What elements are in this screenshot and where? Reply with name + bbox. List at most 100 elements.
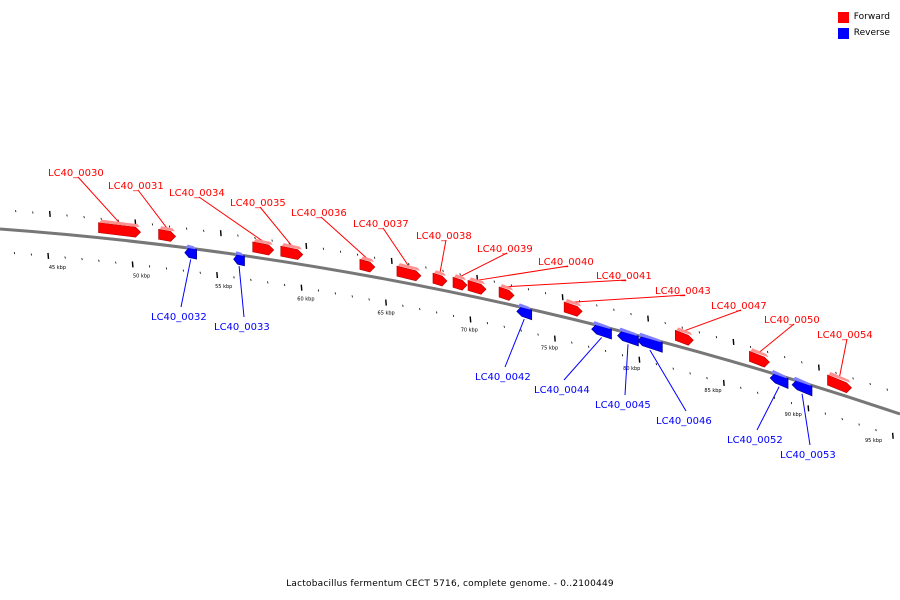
- connector-line: [506, 279, 627, 288]
- gene-LC40_0036: [359, 258, 376, 273]
- connector-line: [259, 206, 293, 247]
- tick-marks: 45 kbp 50 kbp 55 kbp 60 kbp 65 kbp 70 kbp 75 k…: [13, 210, 894, 444]
- tick-mark: [596, 304, 598, 307]
- gene-label: LC40_0046: [656, 416, 712, 427]
- gene-top-face: [517, 303, 531, 310]
- gene-labels: LC40_0030 LC40_0031 LC40_0032 LC40_0033 LC40…: [48, 168, 873, 461]
- gene-features: [98, 219, 852, 397]
- tick-mark: [83, 215, 85, 219]
- tick-mark: [219, 230, 222, 237]
- tick-mark: [801, 361, 803, 364]
- gene-LC40_0030: [98, 222, 141, 238]
- tick-mark: [655, 363, 657, 366]
- tick-mark: [630, 312, 632, 316]
- tick-mark: [875, 429, 877, 432]
- gene-top-face: [234, 251, 244, 256]
- tick-mark: [368, 298, 370, 301]
- connector-line: [624, 344, 629, 396]
- tick-mark: [151, 223, 154, 226]
- tick-label: 75 kbp: [541, 345, 558, 351]
- gene-label: LC40_0031: [108, 181, 164, 192]
- gene-label: LC40_0032: [151, 312, 207, 323]
- tick-mark: [886, 388, 888, 391]
- gene-top-face: [360, 256, 374, 263]
- gene-top-face: [565, 298, 582, 307]
- tick-mark: [858, 423, 860, 426]
- tick-label: 70 kbp: [461, 327, 478, 333]
- gene-LC40_0032: [184, 247, 197, 260]
- tick-mark: [322, 247, 325, 250]
- connector-line: [476, 265, 569, 281]
- gene-top-face: [433, 270, 447, 277]
- tick-mark: [773, 396, 776, 399]
- tick-mark: [790, 401, 793, 405]
- connector-line: [77, 176, 120, 224]
- tick-mark: [588, 345, 590, 348]
- tick-mark: [334, 292, 336, 295]
- tick-label: 45 kbp: [49, 265, 66, 271]
- tick-mark: [13, 252, 16, 255]
- tick-mark: [305, 242, 308, 250]
- tick-mark: [100, 217, 102, 220]
- tick-mark: [767, 350, 769, 354]
- tick-mark: [385, 299, 387, 306]
- tick-mark: [186, 227, 188, 230]
- gene-label: LC40_0040: [538, 257, 594, 268]
- connector-line: [759, 323, 795, 353]
- tick-mark: [203, 229, 205, 232]
- gene-label: LC40_0039: [477, 244, 533, 255]
- connector-line: [504, 318, 525, 368]
- tick-mark: [284, 283, 286, 287]
- tick-mark: [15, 210, 17, 213]
- tick-mark: [784, 355, 786, 359]
- tick-mark: [436, 311, 438, 314]
- gene-label: LC40_0037: [353, 219, 409, 230]
- connector-line: [684, 309, 742, 332]
- tick-mark: [891, 432, 894, 439]
- tick-mark: [356, 253, 359, 256]
- gene-LC40_0038: [432, 272, 448, 287]
- connector-line: [459, 252, 508, 278]
- tick-mark: [442, 269, 444, 272]
- tick-mark: [732, 338, 735, 346]
- gene-LC40_0031: [158, 228, 177, 242]
- figure-caption: Lactobacillus fermentum CECT 5716, compl…: [286, 579, 614, 589]
- tick-mark: [613, 308, 615, 311]
- gene-top-face: [281, 243, 302, 250]
- tick-mark: [852, 377, 854, 380]
- tick-mark: [638, 356, 641, 363]
- tick-mark: [553, 335, 556, 342]
- tick-mark: [115, 261, 117, 264]
- tick-mark: [664, 321, 666, 325]
- connector-line: [439, 239, 447, 273]
- connector-line: [382, 227, 410, 267]
- tick-mark: [493, 280, 495, 283]
- tick-mark: [98, 259, 100, 262]
- tick-mark: [621, 354, 624, 357]
- tick-mark: [351, 295, 353, 298]
- gene-label: LC40_0050: [764, 315, 820, 326]
- tick-mark: [199, 271, 201, 274]
- gene-top-face: [676, 327, 693, 336]
- tick-mark: [30, 253, 32, 256]
- gene-top-face: [99, 219, 140, 228]
- tick-mark: [722, 379, 725, 386]
- tick-mark: [182, 269, 184, 272]
- gene-top-face: [592, 321, 611, 330]
- tick-mark: [271, 239, 273, 242]
- tick-mark: [408, 263, 410, 266]
- tick-label: 80 kbp: [623, 366, 640, 372]
- tick-mark: [317, 289, 320, 292]
- tick-label: 65 kbp: [378, 311, 395, 317]
- tick-mark: [571, 341, 573, 344]
- tick-mark: [841, 417, 843, 421]
- tick-mark: [561, 294, 564, 301]
- connector-line: [137, 189, 168, 229]
- gene-LC40_0054: [827, 374, 852, 394]
- tick-mark: [165, 267, 168, 270]
- tick-mark: [267, 281, 269, 284]
- tick-mark: [48, 210, 51, 217]
- tick-mark: [452, 314, 455, 318]
- tick-mark: [503, 325, 505, 328]
